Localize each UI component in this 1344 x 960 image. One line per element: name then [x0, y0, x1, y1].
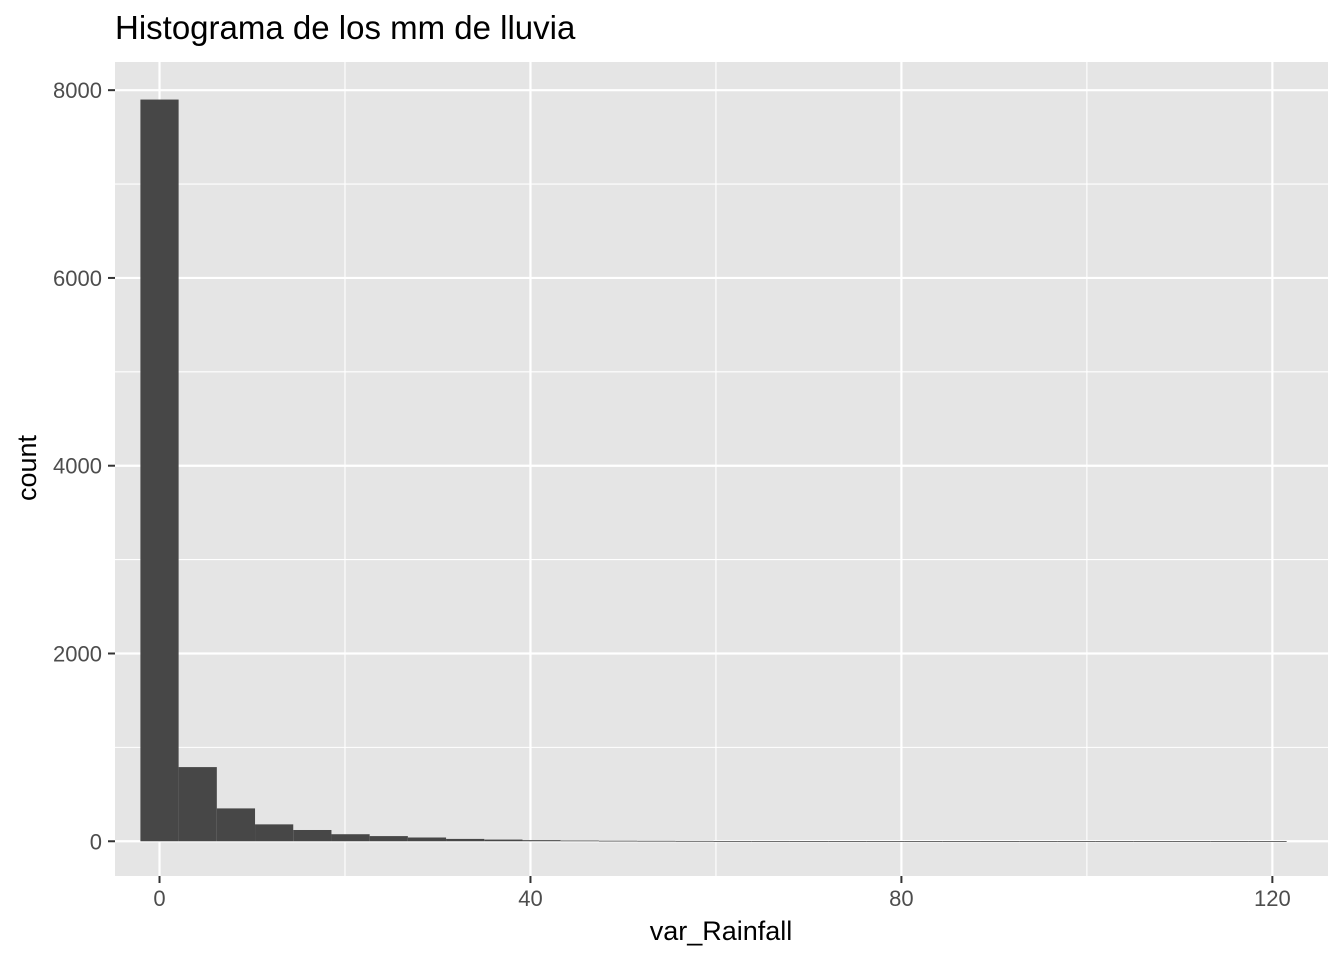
- histogram-bar: [828, 841, 867, 842]
- histogram-bar: [140, 99, 179, 842]
- histogram-bar: [522, 840, 561, 842]
- x-tick-label: 120: [1254, 886, 1291, 911]
- histogram-bar: [1057, 841, 1096, 842]
- histogram-bar: [904, 841, 943, 842]
- histogram-bar: [713, 840, 752, 842]
- x-tick-label: 80: [889, 886, 913, 911]
- histogram-bar: [369, 836, 408, 842]
- x-axis-title: var_Rainfall: [650, 916, 793, 946]
- y-axis: 0 2000 4000 6000 8000: [53, 78, 115, 854]
- histogram-bars: [140, 99, 1287, 842]
- histogram-bar: [293, 829, 332, 842]
- histogram-bar: [1019, 841, 1058, 842]
- chart-title: Histograma de los mm de lluvia: [115, 9, 576, 46]
- histogram-bar: [216, 808, 256, 842]
- histogram-bar: [637, 840, 676, 842]
- histogram-bar: [446, 838, 485, 842]
- plot-panel: [115, 62, 1328, 876]
- x-tick-label: 0: [153, 886, 165, 911]
- histogram-bar: [598, 840, 638, 842]
- histogram-bar: [1210, 841, 1249, 842]
- x-axis: 0 40 80 120: [153, 876, 1291, 911]
- histogram-bar: [407, 837, 447, 842]
- histogram-bar: [942, 841, 981, 842]
- histogram-bar: [789, 841, 829, 842]
- histogram-bar: [255, 824, 294, 842]
- histogram-bar: [1248, 841, 1287, 842]
- y-tick-label: 6000: [53, 266, 102, 291]
- histogram-bar: [1172, 841, 1211, 842]
- histogram-bar: [331, 834, 370, 842]
- histogram-bar: [1095, 841, 1134, 842]
- x-tick-label: 40: [518, 886, 542, 911]
- y-tick-label: 8000: [53, 78, 102, 103]
- histogram-bar: [675, 840, 714, 842]
- y-axis-title: count: [12, 434, 42, 501]
- histogram-bar: [178, 767, 217, 842]
- histogram-bar: [980, 841, 1020, 842]
- histogram-bar: [1133, 841, 1173, 842]
- histogram-bar: [560, 840, 599, 842]
- histogram-bar: [484, 839, 523, 842]
- histogram-bar: [866, 841, 905, 842]
- histogram-bar: [751, 840, 790, 842]
- y-tick-label: 2000: [53, 641, 102, 666]
- y-tick-label: 4000: [53, 454, 102, 479]
- grid-minor: [115, 62, 1328, 876]
- y-tick-label: 0: [90, 829, 102, 854]
